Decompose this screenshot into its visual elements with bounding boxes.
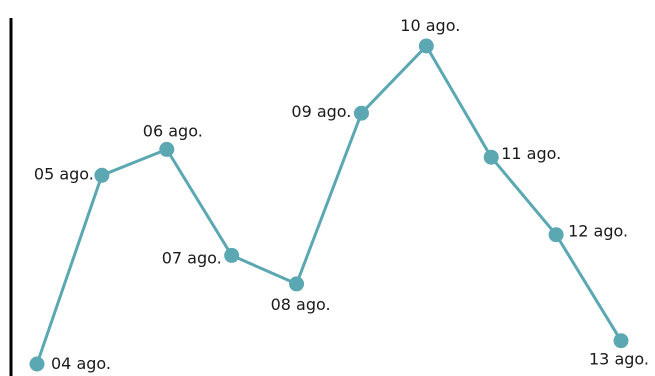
data-point bbox=[224, 247, 240, 263]
data-point bbox=[613, 333, 629, 349]
data-label: 13 ago. bbox=[589, 350, 649, 369]
data-label: 08 ago. bbox=[271, 295, 331, 314]
data-point bbox=[159, 141, 175, 157]
data-point bbox=[94, 167, 110, 183]
data-label: 06 ago. bbox=[143, 121, 203, 140]
data-label: 04 ago. bbox=[51, 354, 111, 373]
data-label: 10 ago. bbox=[400, 16, 460, 35]
data-point bbox=[29, 356, 45, 372]
data-point bbox=[353, 105, 369, 121]
data-labels: 04 ago. 05 ago. 06 ago. 07 ago. 08 ago. 09 ag… bbox=[34, 16, 649, 373]
data-label: 09 ago. bbox=[291, 102, 351, 121]
data-label: 12 ago. bbox=[568, 222, 628, 241]
series-line bbox=[35, 44, 623, 366]
data-point bbox=[418, 38, 434, 54]
data-label: 11 ago. bbox=[501, 144, 561, 163]
data-label: 07 ago. bbox=[162, 248, 222, 267]
data-point bbox=[289, 276, 305, 292]
data-label: 05 ago. bbox=[34, 164, 94, 183]
data-point bbox=[483, 149, 499, 165]
data-points bbox=[29, 38, 629, 372]
data-point bbox=[548, 227, 564, 243]
